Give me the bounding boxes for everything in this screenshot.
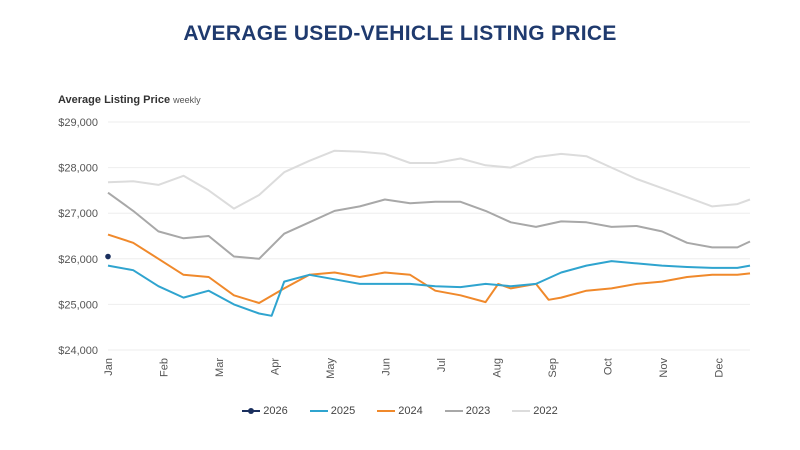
legend-item-2026[interactable]: 2026	[242, 405, 288, 417]
x-tick-label: Jun	[381, 358, 393, 376]
legend-label: 2025	[330, 405, 356, 417]
series-2026-point	[105, 253, 111, 260]
legend: 2026 2025 2024 2023 2022	[0, 405, 800, 417]
x-tick-label: Aug	[492, 358, 504, 378]
series-2022-line	[107, 149, 751, 210]
legend-item-2022[interactable]: 2022	[512, 405, 558, 417]
x-tick-label: Nov	[658, 358, 670, 378]
series-2023-line	[107, 191, 751, 260]
x-tick-label: Feb	[159, 358, 171, 377]
x-tick-label: Sep	[547, 358, 559, 378]
x-tick-label: Jul	[436, 358, 448, 372]
legend-swatch	[444, 410, 463, 412]
legend-item-2024[interactable]: 2024	[377, 405, 423, 417]
y-tick-label: $26,000	[58, 254, 98, 266]
legend-item-2023[interactable]: 2023	[444, 405, 491, 417]
legend-swatch	[309, 410, 328, 412]
y-axis-label: Average Listing Price weekly	[58, 94, 201, 106]
legend-item-2025[interactable]: 2025	[309, 405, 356, 417]
legend-swatch	[512, 410, 531, 412]
legend-label: 2026	[263, 405, 288, 417]
chart-title: AVERAGE USED-VEHICLE LISTING PRICE	[183, 22, 617, 45]
x-tick-label: Mar	[214, 358, 226, 377]
y-tick-label: $28,000	[58, 163, 98, 175]
x-tick-label: Oct	[603, 358, 615, 375]
x-tick-label: May	[325, 358, 337, 379]
y-tick-label: $29,000	[58, 117, 98, 129]
series-2024-line	[107, 233, 751, 304]
legend-swatch	[242, 408, 261, 414]
legend-label: 2023	[465, 405, 491, 417]
legend-label: 2024	[398, 405, 423, 417]
x-tick-label: Jan	[103, 358, 115, 376]
y-tick-label: $25,000	[58, 299, 98, 311]
y-axis-label-note: weekly	[173, 95, 201, 105]
x-tick-label: Dec	[714, 358, 726, 378]
legend-label: 2022	[533, 405, 558, 417]
x-tick-label: Apr	[270, 358, 282, 375]
legend-swatch	[377, 410, 396, 412]
y-tick-label: $24,000	[58, 345, 98, 357]
series-2025-line	[107, 260, 751, 317]
y-axis-label-text: Average Listing Price	[58, 94, 171, 106]
y-tick-label: $27,000	[58, 208, 98, 220]
